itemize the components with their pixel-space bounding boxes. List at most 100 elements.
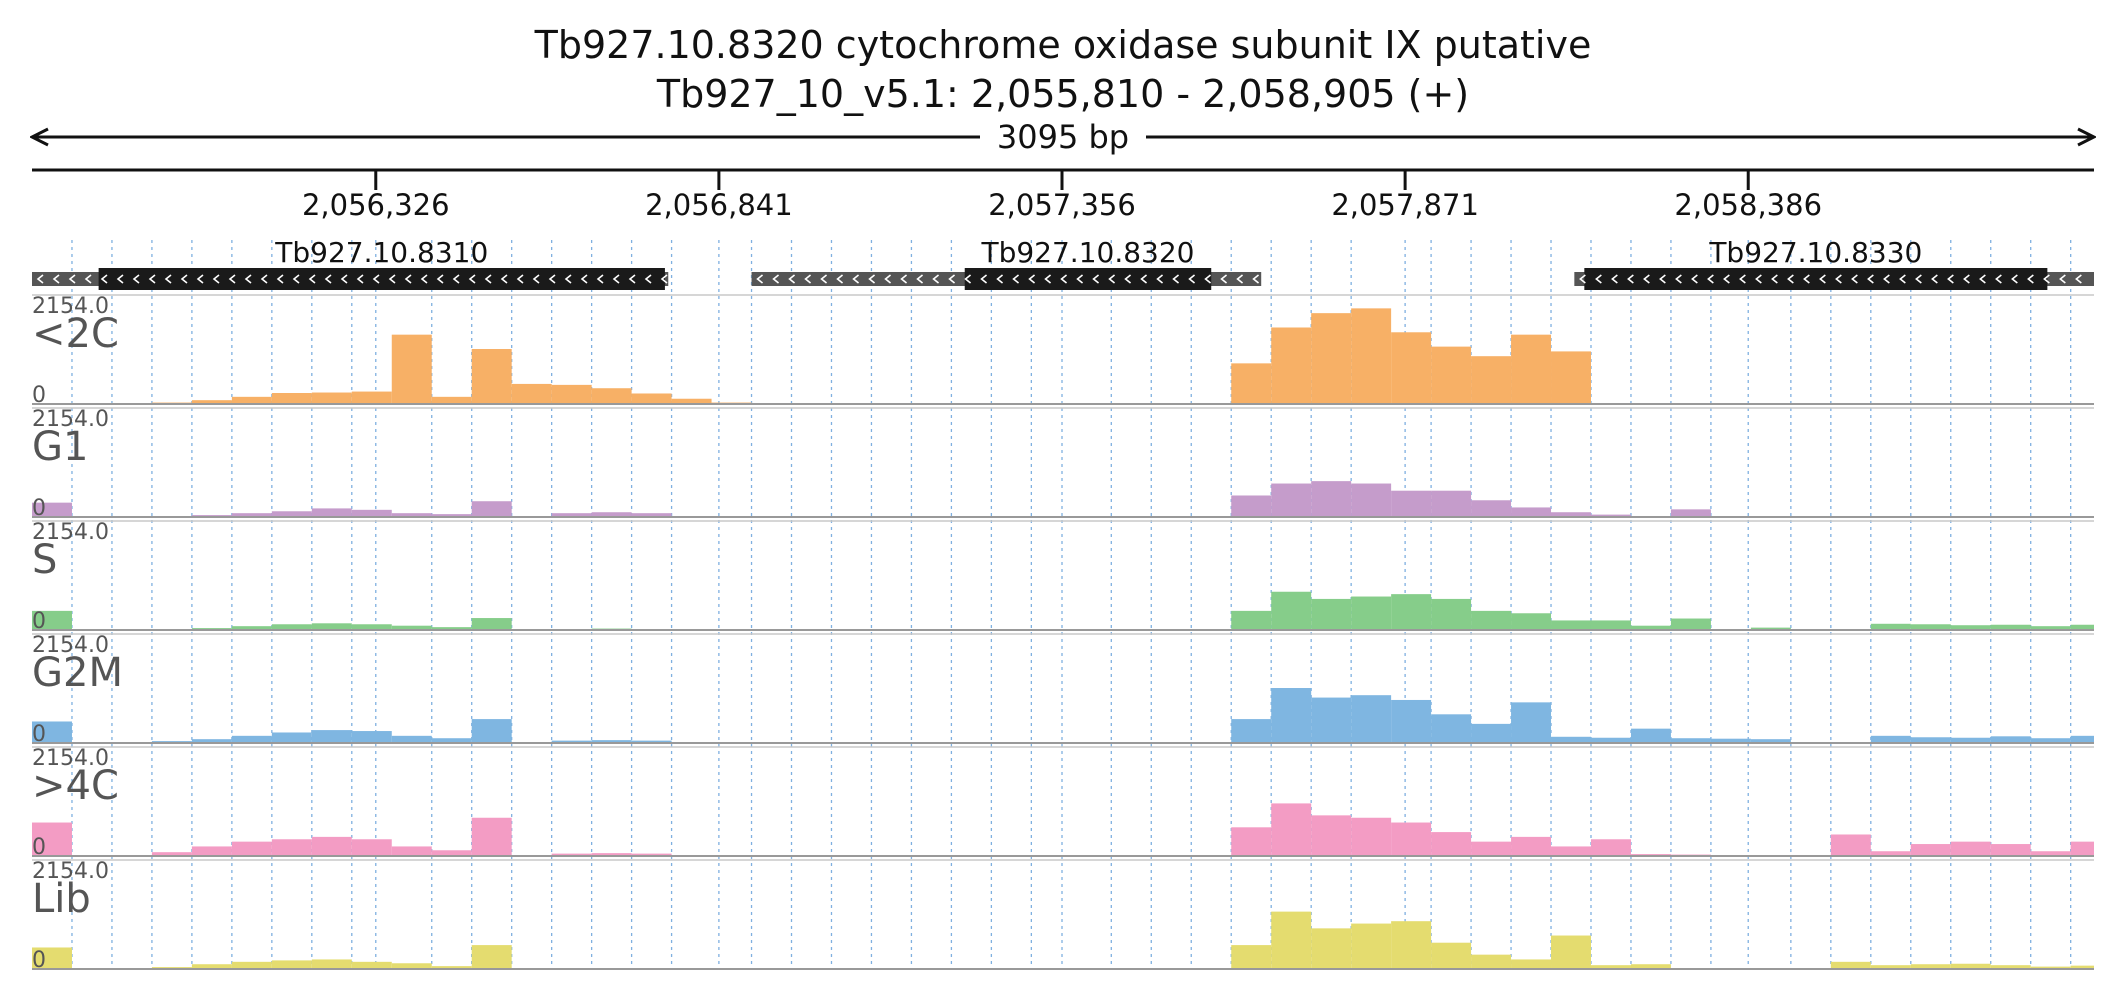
strand-chevron [1675, 274, 1682, 284]
coverage-bar [1710, 738, 1751, 743]
coverage-bar [311, 959, 352, 969]
coverage-bar [1471, 841, 1512, 856]
coverage-bar [551, 384, 592, 404]
track-name: G2M [32, 650, 123, 696]
tick-label: 2,056,326 [302, 188, 450, 222]
strand-chevron [580, 274, 588, 284]
track-name: Lib [32, 876, 91, 922]
coverage-bar [1391, 822, 1432, 856]
strand-chevron [1803, 274, 1810, 284]
coverage-bar [391, 334, 432, 404]
track-max-label: 2154.0 [32, 520, 109, 545]
strand-chevron [2043, 274, 2050, 284]
strand-chevron [1060, 274, 1068, 284]
coverage-bar [351, 961, 392, 969]
track-min-label: 0 [32, 948, 46, 973]
coverage-bar [1391, 332, 1432, 404]
coverage-bar [1311, 481, 1352, 517]
coverage-bar [1830, 834, 1871, 856]
coverage-bar [1431, 832, 1472, 856]
strand-chevron [132, 274, 140, 284]
coverage-bar [1630, 625, 1671, 630]
strand-chevron [868, 274, 876, 284]
coverage-bar [1511, 613, 1552, 630]
coverage-bar [231, 841, 272, 856]
strand-chevron [1204, 274, 1212, 284]
coverage-bar [271, 393, 312, 404]
coverage-bar [1311, 815, 1352, 856]
coverage-bar [1311, 928, 1352, 969]
coverage-bar [32, 721, 72, 743]
coverage-bar [1551, 512, 1591, 517]
strand-chevron [1236, 274, 1244, 284]
coverage-bar [2070, 735, 2094, 743]
coverage-bar [1271, 483, 1312, 517]
coverage-bar [1551, 846, 1591, 856]
coverage-bar [191, 739, 232, 743]
coverage-bar [1870, 623, 1911, 630]
coverage-bar [271, 511, 312, 517]
strand-chevron [1851, 274, 1858, 284]
coverage-bar [551, 513, 592, 517]
coverage-bar [591, 388, 632, 404]
coverage-bar [191, 846, 232, 856]
coverage-bar [431, 396, 472, 404]
strand-chevron [772, 274, 780, 284]
coverage-bar [1431, 346, 1472, 404]
strand-chevron [1188, 274, 1196, 284]
track-max-label: 2154.0 [32, 407, 109, 432]
strand-chevron [1156, 274, 1164, 284]
coverage-bar [351, 509, 392, 517]
strand-chevron [1947, 274, 1954, 284]
coverage-bar [32, 947, 72, 969]
strand-chevron [420, 274, 428, 284]
strand-chevron [308, 274, 316, 284]
coverage-bar [1670, 509, 1711, 517]
coverage-bar [1311, 313, 1352, 404]
coverage-bar [1511, 334, 1552, 404]
gene-model[interactable]: Tb927.10.8310 [32, 236, 669, 290]
gene-models[interactable]: Tb927.10.8310 Tb927.10.8320 Tb927.10.8330 [32, 236, 2094, 290]
coverage-bar [1511, 959, 1552, 969]
coverage-bar [431, 966, 472, 969]
strand-chevron [836, 274, 844, 284]
coverage-bar [351, 624, 392, 630]
coverage-bar [1990, 965, 2031, 969]
strand-chevron [788, 274, 796, 284]
strand-chevron [1771, 274, 1778, 284]
coverage-bar [1750, 627, 1791, 630]
gene-model[interactable]: Tb927.10.8320 [751, 236, 1262, 290]
coverage-bar [1431, 490, 1472, 517]
strand-chevron [1172, 274, 1180, 284]
coverage-bar [1670, 618, 1711, 630]
coverage-bar [2030, 966, 2071, 969]
coverage-bar [1870, 735, 1911, 743]
coverage-bar [1231, 827, 1272, 856]
gene-model[interactable]: Tb927.10.8330 [1574, 236, 2094, 290]
coverage-bar [471, 719, 512, 743]
strand-chevron [1787, 274, 1794, 284]
coverage-bar [1990, 624, 2031, 630]
coverage-bar [1231, 495, 1272, 517]
strand-chevron [916, 274, 924, 284]
strand-chevron [964, 274, 972, 284]
coverage-bar [351, 391, 392, 404]
coverage-bar [591, 853, 632, 856]
gene-cds[interactable] [964, 268, 1212, 290]
strand-chevron [212, 274, 220, 284]
strand-chevron [1739, 274, 1746, 284]
coverage-bar [1950, 737, 1991, 743]
strand-chevron [436, 274, 444, 284]
strand-chevron [228, 274, 236, 284]
span-length-label: 3095 bp [997, 118, 1129, 156]
axis-ticks: 2,056,326 2,056,841 2,057,356 2,057,871 2,05… [302, 170, 1822, 222]
strand-chevron [1595, 274, 1602, 284]
coverage-bar [231, 735, 272, 743]
track-min-label: 0 [32, 835, 46, 860]
coverage-bar [2030, 851, 2071, 856]
gene-cds[interactable] [98, 268, 665, 290]
gene-cds[interactable] [1584, 268, 2048, 290]
coverage-bar [1551, 351, 1591, 404]
strand-chevron [180, 274, 188, 284]
